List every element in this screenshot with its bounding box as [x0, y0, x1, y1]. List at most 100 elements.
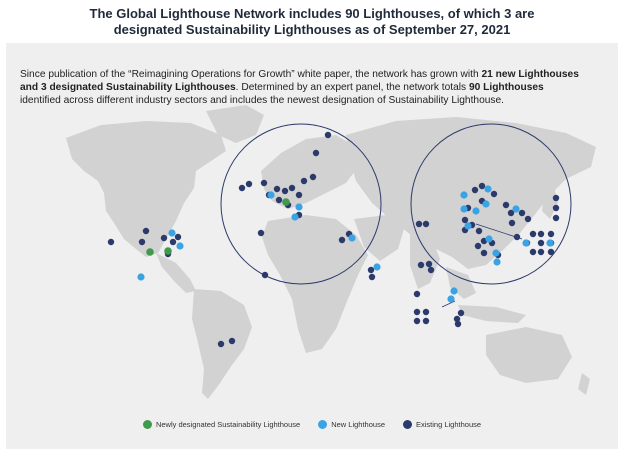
asia-zoom-circle — [410, 123, 572, 285]
legend-item-new: New Lighthouse — [318, 420, 385, 429]
existing-lighthouse — [507, 209, 515, 217]
central-america — [156, 253, 196, 293]
sustainability-lighthouse — [164, 247, 172, 255]
europe-zoom-circle — [220, 123, 382, 285]
existing-lighthouse — [368, 273, 376, 281]
new-lighthouse — [460, 205, 468, 213]
existing-lighthouse — [508, 219, 516, 227]
existing-lighthouse — [281, 187, 289, 195]
legend-label: Existing Lighthouse — [416, 420, 482, 429]
intro-bold-new-lighthouses: 21 new Lighthouses — [481, 69, 579, 80]
legend-item-sustainability: Newly designated Sustainability Lighthou… — [142, 420, 301, 429]
world-map — [66, 105, 596, 399]
existing-lighthouse — [480, 249, 488, 257]
new-lighthouse — [267, 191, 275, 199]
existing-lighthouse — [413, 290, 421, 298]
existing-lighthouse — [529, 230, 537, 238]
light-blue-dot-icon — [318, 420, 328, 429]
new-lighthouse — [546, 239, 554, 247]
existing-lighthouse — [273, 185, 281, 193]
navy-dot-icon — [403, 420, 412, 429]
new-lighthouse — [482, 200, 490, 208]
europe — [261, 135, 358, 209]
india — [410, 235, 440, 289]
existing-lighthouse — [324, 131, 332, 139]
new-zealand — [578, 373, 590, 395]
intro-text: Since publication of the “Reimagining Op… — [20, 68, 600, 107]
existing-lighthouse — [471, 186, 479, 194]
new-lighthouse — [137, 273, 145, 281]
existing-lighthouse — [257, 229, 265, 237]
existing-lighthouse — [413, 317, 421, 325]
north-america — [66, 121, 226, 257]
new-lighthouse — [176, 242, 184, 250]
existing-lighthouse — [475, 227, 483, 235]
existing-lighthouse — [537, 248, 545, 256]
continents — [66, 105, 596, 399]
australia — [486, 327, 572, 383]
existing-lighthouse — [312, 149, 320, 157]
new-lighthouse — [485, 235, 493, 243]
new-lighthouse — [464, 222, 472, 230]
existing-lighthouse — [261, 271, 269, 279]
new-lighthouses — [137, 185, 554, 303]
existing-lighthouse — [552, 204, 560, 212]
existing-lighthouse — [422, 220, 430, 228]
existing-lighthouse — [169, 238, 177, 246]
existing-lighthouse — [537, 239, 545, 247]
existing-lighthouse — [422, 317, 430, 325]
intro-bold-sustainability: and 3 designated Sustainability Lighthou… — [20, 82, 236, 93]
existing-lighthouse — [552, 214, 560, 222]
legend-item-existing: Existing Lighthouse — [403, 420, 481, 429]
existing-lighthouse — [338, 236, 346, 244]
intro-part-1: Since publication of the “Reimagining Op… — [20, 69, 482, 80]
new-lighthouse — [472, 207, 480, 215]
existing-lighthouse — [425, 260, 433, 268]
existing-lighthouse — [228, 337, 236, 345]
existing-lighthouse — [422, 308, 430, 316]
existing-lighthouse — [454, 320, 462, 328]
existing-lighthouses — [107, 131, 560, 348]
new-lighthouse — [348, 234, 356, 242]
green-dot-icon — [142, 420, 152, 429]
existing-lighthouse — [413, 308, 421, 316]
sustainability-lighthouse — [282, 198, 290, 206]
existing-lighthouse — [427, 266, 435, 274]
sustainability-lighthouses — [146, 198, 290, 256]
legend-label: New Lighthouse — [331, 420, 385, 429]
existing-lighthouse — [547, 230, 555, 238]
existing-lighthouse — [502, 201, 510, 209]
legend-label: Newly designated Sustainability Lighthou… — [155, 420, 301, 429]
sustainability-lighthouse — [146, 248, 154, 256]
existing-lighthouse — [174, 233, 182, 241]
greenland — [206, 105, 264, 143]
existing-lighthouse — [300, 177, 308, 185]
africa — [262, 215, 368, 353]
japan — [542, 187, 558, 219]
existing-lighthouse — [537, 230, 545, 238]
new-lighthouse — [460, 191, 468, 199]
indonesia — [458, 305, 526, 323]
existing-lighthouse — [367, 266, 375, 274]
intro-bold-total: 90 Lighthouses — [468, 82, 544, 93]
new-lighthouse — [522, 239, 530, 247]
new-lighthouse — [484, 185, 492, 193]
existing-lighthouse — [295, 191, 303, 199]
new-lighthouse — [492, 249, 500, 257]
existing-lighthouse — [453, 315, 461, 323]
existing-lighthouse — [524, 215, 532, 223]
middle-east — [354, 215, 404, 261]
existing-lighthouse — [245, 180, 253, 188]
new-lighthouse — [295, 203, 303, 211]
new-lighthouse — [291, 213, 299, 221]
existing-lighthouse — [217, 340, 225, 348]
title-line-2: designated Sustainability Lighthouses as… — [113, 22, 511, 37]
existing-lighthouse — [547, 248, 555, 256]
existing-lighthouse — [260, 179, 268, 187]
existing-lighthouse — [309, 173, 317, 181]
new-lighthouse — [450, 287, 458, 295]
new-lighthouse — [373, 263, 381, 271]
map-legend: Newly designated Sustainability Lighthou… — [0, 420, 624, 429]
existing-lighthouse — [415, 220, 423, 228]
